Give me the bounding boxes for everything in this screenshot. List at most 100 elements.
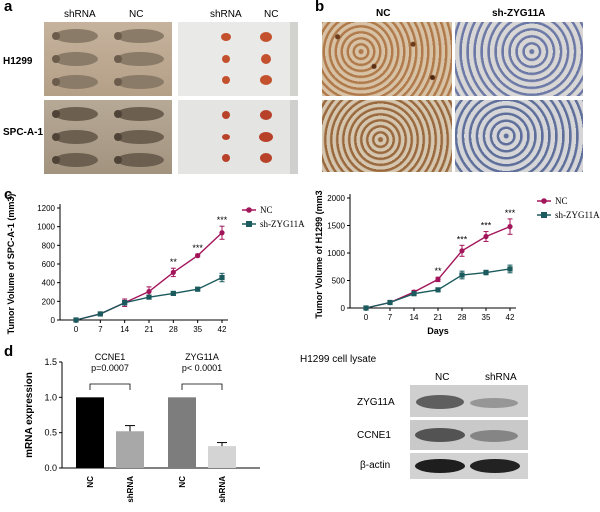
x-tick-label: 21 bbox=[434, 313, 443, 322]
y-tick-label: 600 bbox=[42, 260, 56, 269]
x-tick-label: 21 bbox=[145, 325, 154, 334]
legend-sh-marker bbox=[246, 221, 252, 227]
y-tick-label: 0.5 bbox=[44, 428, 57, 438]
data-point-sh bbox=[122, 300, 128, 306]
data-point-nc bbox=[507, 224, 513, 230]
bar-nc-2 bbox=[168, 397, 196, 468]
data-point-sh bbox=[387, 299, 393, 306]
panel-label-d: d bbox=[4, 343, 14, 360]
y-tick-label: 1000 bbox=[37, 223, 55, 232]
panel-a-header-nc-2: NC bbox=[264, 9, 279, 20]
bar-nc-0 bbox=[76, 397, 104, 468]
panel-label-c: c bbox=[4, 186, 13, 203]
western-row-zyg11a: ZYG11A bbox=[357, 397, 395, 408]
significance-marker: *** bbox=[192, 243, 203, 253]
significance-marker: *** bbox=[457, 234, 468, 244]
data-point-nc bbox=[219, 230, 225, 236]
data-point-sh bbox=[73, 317, 79, 323]
y-axis-label: mRNA expression bbox=[24, 372, 35, 458]
data-point-nc bbox=[483, 233, 489, 240]
y-axis-label: Tumor Volume of SPC-A-1 (mm3) bbox=[6, 194, 16, 335]
data-point-sh bbox=[97, 311, 103, 317]
data-point-sh bbox=[483, 269, 489, 276]
legend-sh-label: sh-ZYG11A bbox=[260, 219, 305, 229]
x-tick-label: shRNA bbox=[218, 476, 227, 503]
western-blot-zyg11a bbox=[410, 385, 528, 417]
legend-nc-marker bbox=[246, 207, 252, 213]
panel-b-header-shzyg11a: sh-ZYG11A bbox=[492, 8, 546, 19]
x-tick-label: 28 bbox=[458, 313, 467, 322]
legend2-sh-label: sh-ZYG11A bbox=[555, 210, 600, 220]
bar-shrna-1 bbox=[116, 431, 144, 468]
y-tick-label: 1000 bbox=[327, 249, 345, 258]
data-point-nc bbox=[170, 269, 176, 275]
spca1-mice-photo bbox=[44, 100, 172, 174]
significance-marker: *** bbox=[481, 221, 492, 231]
data-point-nc bbox=[459, 248, 465, 254]
data-point-nc bbox=[146, 288, 152, 295]
y-tick-label: 200 bbox=[42, 297, 56, 306]
ihc-sh-top bbox=[455, 22, 583, 96]
data-point-sh bbox=[507, 266, 513, 272]
panel-label-b: b bbox=[315, 0, 325, 15]
x-tick-label: shRNA bbox=[126, 476, 135, 503]
panel-a-header-nc-1: NC bbox=[129, 9, 144, 20]
significance-marker: ** bbox=[170, 257, 178, 267]
x-tick-label: 0 bbox=[364, 313, 369, 322]
x-tick-label: NC bbox=[86, 476, 95, 488]
panel-a-row-spca1: SPC-A-1 bbox=[3, 127, 44, 138]
significance-marker: ** bbox=[434, 266, 442, 276]
x-tick-label: 0 bbox=[74, 325, 79, 334]
western-blot-bactin bbox=[410, 453, 528, 479]
y-tick-label: 800 bbox=[42, 241, 56, 250]
mrna-bar-chart: 0.0 0.5 1.0 1.5 mRNA expression NC shRNA NC shRN… bbox=[24, 352, 260, 503]
x-tick-label: 7 bbox=[98, 325, 103, 334]
spca1-growth-chart: 020040060080010001200071421283542DaysTum… bbox=[6, 194, 228, 335]
western-col-shrna: shRNA bbox=[485, 372, 517, 383]
x-tick-label: 35 bbox=[193, 325, 202, 334]
significance-bracket bbox=[89, 383, 131, 390]
spca1-tumors-photo bbox=[178, 100, 298, 174]
ihc-sh-bottom bbox=[455, 100, 583, 172]
y-tick-label: 1.5 bbox=[44, 357, 57, 367]
y-axis-label: Tumor Volume of H1299 (mm3) bbox=[314, 190, 324, 319]
group-name-ccne1: CCNE1 bbox=[95, 352, 126, 362]
x-tick-label: 7 bbox=[388, 313, 393, 322]
data-point-sh bbox=[170, 290, 176, 296]
ihc-nc-top bbox=[322, 22, 452, 96]
western-title: H1299 cell lysate bbox=[300, 354, 377, 365]
data-point-sh bbox=[195, 286, 201, 292]
western-col-nc: NC bbox=[435, 372, 450, 383]
ihc-nc-bottom bbox=[322, 100, 452, 172]
legend2-nc-label: NC bbox=[555, 196, 568, 206]
bar-shrna-3 bbox=[208, 446, 236, 468]
data-point-nc bbox=[195, 253, 201, 259]
data-point-sh bbox=[219, 274, 225, 281]
western-blot-ccne1 bbox=[410, 420, 528, 450]
data-point-sh bbox=[363, 305, 369, 311]
y-tick-label: 0 bbox=[51, 316, 56, 325]
group-name-zyg11a: ZYG11A bbox=[185, 352, 219, 362]
y-tick-label: 2000 bbox=[327, 194, 345, 203]
p-value: p< 0.0001 bbox=[182, 363, 222, 373]
western-row-ccne1: CCNE1 bbox=[357, 430, 391, 441]
y-tick-label: 0.0 bbox=[44, 463, 57, 473]
significance-marker: *** bbox=[505, 208, 516, 218]
legend2-sh-marker bbox=[541, 212, 547, 218]
chart1-legend: NC sh-ZYG11A bbox=[242, 205, 305, 229]
x-tick-label: 35 bbox=[482, 313, 491, 322]
x-axis-label: Days bbox=[427, 326, 449, 336]
y-tick-label: 400 bbox=[42, 279, 56, 288]
x-tick-label: 42 bbox=[218, 325, 227, 334]
y-tick-label: 1500 bbox=[327, 222, 345, 231]
x-tick-label: 14 bbox=[410, 313, 419, 322]
legend2-nc-marker bbox=[541, 198, 547, 204]
y-tick-label: 500 bbox=[332, 277, 346, 286]
x-tick-label: 14 bbox=[120, 325, 129, 334]
legend-nc-label: NC bbox=[260, 205, 273, 215]
y-tick-label: 1200 bbox=[37, 204, 55, 213]
x-tick-label: 28 bbox=[169, 325, 178, 334]
y-tick-label: 1.0 bbox=[44, 392, 57, 402]
chart2-legend: NC sh-ZYG11A bbox=[537, 196, 600, 220]
panel-a-header-shrna-1: shRNA bbox=[64, 9, 96, 20]
